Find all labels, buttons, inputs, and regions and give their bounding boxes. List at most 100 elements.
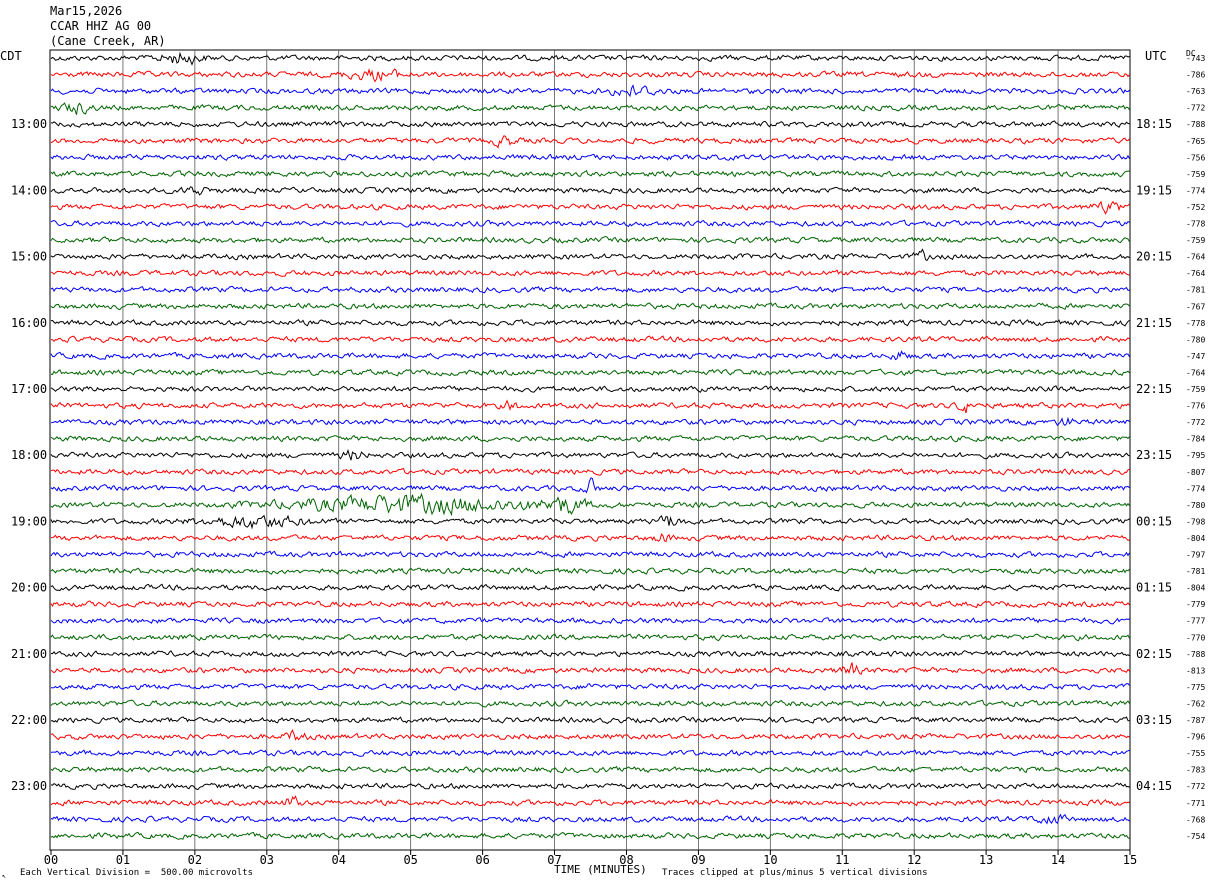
clip-note: Traces clipped at plus/minus 5 vertical …	[662, 868, 928, 878]
x-tick-label: 09	[691, 853, 705, 867]
seismic-trace	[50, 416, 1130, 427]
dc-offset-label: -797	[1186, 551, 1205, 560]
seismic-trace	[50, 795, 1130, 807]
dc-offset-label: -786	[1186, 71, 1205, 80]
dc-offset-label: -777	[1186, 617, 1205, 626]
dc-offset-label: -781	[1186, 567, 1205, 576]
seismic-trace	[50, 51, 1130, 66]
seismic-trace	[50, 434, 1130, 443]
dc-offset-label: -764	[1186, 269, 1205, 278]
x-tick-label: 04	[332, 853, 346, 867]
seismic-trace	[50, 67, 1130, 83]
dc-offset-label: -778	[1186, 220, 1205, 229]
dc-offset-label: -772	[1186, 418, 1205, 427]
utc-hour-label: 22:15	[1136, 382, 1172, 396]
seismic-trace	[50, 782, 1130, 791]
seismic-trace	[50, 567, 1130, 575]
dc-offset-label: -796	[1186, 733, 1205, 742]
dc-offset-label: -772	[1186, 104, 1205, 113]
x-tick-label: 12	[907, 853, 921, 867]
seismic-trace	[50, 514, 1130, 530]
utc-hour-label: 18:15	[1136, 117, 1172, 131]
dc-offset-label: -772	[1186, 782, 1205, 791]
x-tick-label: 08	[619, 853, 633, 867]
dc-offset-label: -774	[1186, 484, 1205, 493]
seismic-trace	[50, 335, 1130, 344]
seismic-trace	[50, 683, 1130, 691]
seismic-trace	[50, 219, 1130, 228]
x-tick-label: 15	[1123, 853, 1137, 867]
seismic-trace	[50, 269, 1130, 277]
cdt-hour-label: 21:00	[11, 647, 47, 661]
dc-offset-label: -795	[1186, 451, 1205, 460]
dc-offset-label: -762	[1186, 699, 1205, 708]
dc-offset-label: -807	[1186, 468, 1205, 477]
station-code: CCAR HHZ AG 00	[50, 19, 152, 33]
dc-offset-label: -770	[1186, 633, 1205, 642]
x-tick-label: 13	[979, 853, 993, 867]
dc-offset-label: -798	[1186, 517, 1205, 526]
dc-offset-label: -779	[1186, 600, 1205, 609]
seismic-trace	[50, 616, 1130, 625]
seismic-trace	[50, 633, 1130, 642]
seismic-trace	[50, 399, 1130, 414]
seismic-trace	[50, 600, 1130, 609]
cdt-hour-label: 14:00	[11, 183, 47, 197]
seismic-trace	[50, 102, 1130, 115]
x-tick-label: 14	[1051, 853, 1065, 867]
utc-hour-label: 01:15	[1136, 581, 1172, 595]
dc-offset-label: -780	[1186, 501, 1205, 510]
dc-offset-label: -776	[1186, 402, 1205, 411]
seismic-trace	[50, 813, 1130, 825]
cdt-hour-label: 18:00	[11, 448, 47, 462]
plot-frame	[49, 49, 1131, 851]
seismic-trace	[50, 368, 1130, 377]
cdt-hour-label: 22:00	[11, 713, 47, 727]
seismic-trace	[50, 550, 1130, 559]
seismic-trace	[50, 235, 1130, 244]
dc-offset-label: -788	[1186, 120, 1205, 129]
utc-hour-label: 00:15	[1136, 514, 1172, 528]
station-location: (Cane Creek, AR)	[50, 34, 166, 48]
seismic-trace	[50, 715, 1130, 725]
plot-date: Mar15,2026	[50, 4, 123, 18]
cdt-hour-label: 16:00	[11, 316, 47, 330]
dc-offset-label: -771	[1186, 799, 1205, 808]
seismic-trace	[50, 153, 1130, 161]
dc-offset-label: -780	[1186, 335, 1205, 344]
seismic-trace	[50, 749, 1130, 757]
utc-hour-label: 02:15	[1136, 647, 1172, 661]
cdt-hour-label: 23:00	[11, 779, 47, 793]
cdt-hour-label: 19:00	[11, 514, 47, 528]
x-axis-title: TIME (MINUTES)	[554, 863, 647, 876]
dc-offset-label: -747	[1186, 352, 1205, 361]
seismic-trace	[50, 583, 1130, 592]
utc-hour-label: 03:15	[1136, 713, 1172, 727]
utc-hour-label: 23:15	[1136, 448, 1172, 462]
seismic-trace	[50, 135, 1130, 149]
dc-offset-label: -765	[1186, 137, 1205, 146]
seismic-trace	[51, 533, 1130, 543]
dc-offset-label: -778	[1186, 319, 1205, 328]
dc-offset-header: DC	[1186, 49, 1196, 58]
utc-hour-label: 04:15	[1136, 779, 1172, 793]
x-tick-label: 07	[547, 853, 561, 867]
dc-offset-label: -759	[1186, 170, 1205, 179]
dc-offset-label: -755	[1186, 749, 1205, 758]
dc-offset-label: -768	[1186, 815, 1205, 824]
seismic-trace	[50, 492, 1130, 517]
dc-offset-label: -787	[1186, 716, 1205, 725]
dc-offset-label: -767	[1186, 302, 1205, 311]
dc-offset-label: -759	[1186, 236, 1205, 245]
seismic-trace	[50, 186, 1130, 196]
x-tick-label: 11	[835, 853, 849, 867]
cdt-hour-label: 20:00	[11, 581, 47, 595]
corner-marker-icon: ↖	[2, 872, 6, 880]
x-tick-label: 05	[403, 853, 417, 867]
seismic-trace	[50, 650, 1130, 658]
seismic-trace	[50, 200, 1130, 215]
dc-offset-label: -752	[1186, 203, 1205, 212]
dc-offset-label: -804	[1186, 584, 1205, 593]
dc-offset-label: -775	[1186, 683, 1205, 692]
x-tick-label: 02	[188, 853, 202, 867]
